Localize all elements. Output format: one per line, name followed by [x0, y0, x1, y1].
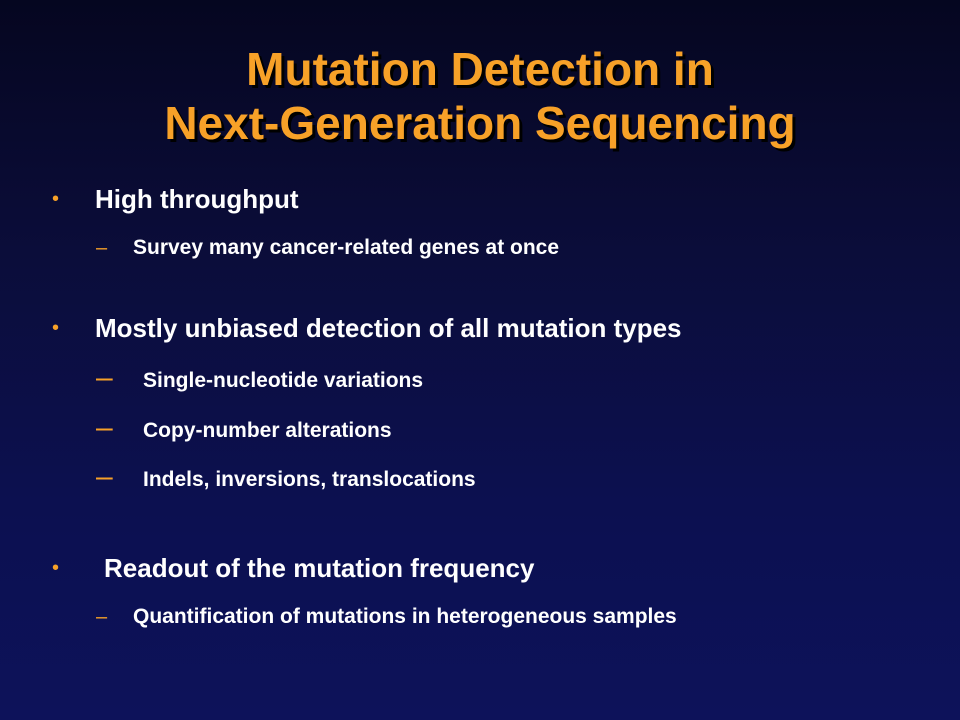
bullet-marker: • [52, 557, 60, 579]
sub-bullet-marker: – [96, 361, 113, 394]
bullet-marker: • [52, 317, 60, 339]
title-line-1: Mutation Detection in [246, 43, 714, 95]
sub-bullet-cna: Copy-number alterations [143, 419, 392, 442]
sub-bullet-survey: Survey many cancer-related genes at once [133, 236, 560, 259]
bullet-marker: • [52, 188, 60, 210]
sub-bullet-indels: Indels, inversions, translocations [143, 468, 476, 491]
slide-title: Mutation Detection in Next-Generation Se… [0, 42, 960, 150]
sub-bullet-marker: – [96, 460, 113, 493]
bullet-readout-frequency: Readout of the mutation frequency [104, 553, 535, 583]
title-line-2: Next-Generation Sequencing [164, 97, 796, 149]
sub-bullet-marker: – [96, 411, 113, 444]
sub-bullet-marker: – [96, 237, 108, 259]
sub-bullet-quantification: Quantification of mutations in heterogen… [133, 605, 677, 628]
bullet-unbiased-detection: Mostly unbiased detection of all mutatio… [95, 313, 682, 343]
sub-bullet-snv: Single-nucleotide variations [143, 369, 424, 392]
sub-bullet-marker: – [96, 606, 108, 628]
bullet-high-throughput: High throughput [95, 184, 299, 214]
